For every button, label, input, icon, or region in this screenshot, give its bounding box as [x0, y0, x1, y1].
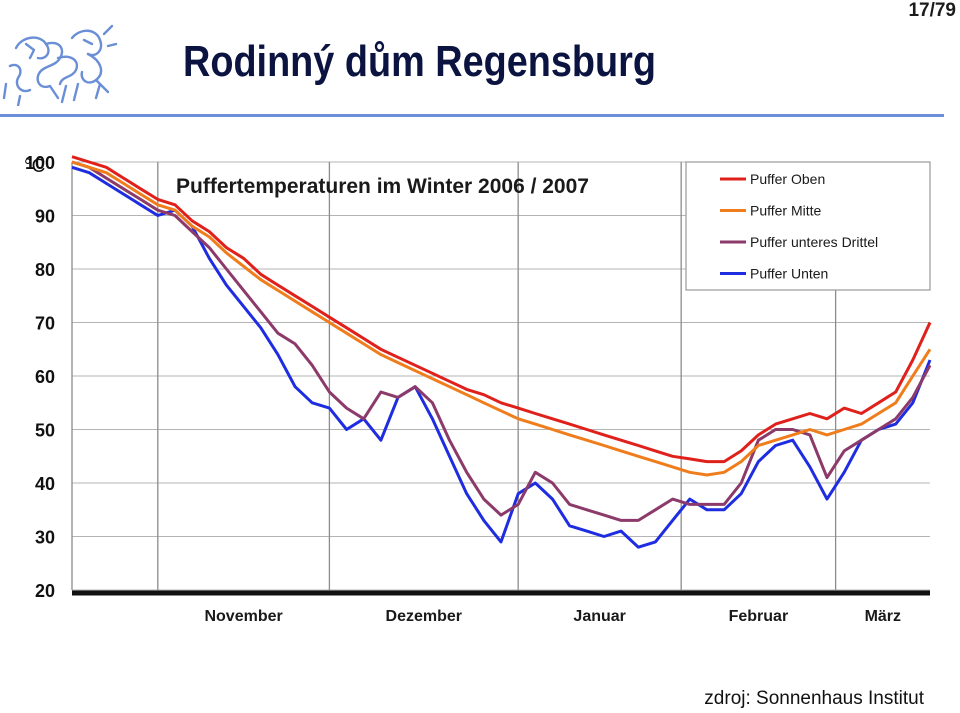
- series-line: [71, 160, 932, 477]
- y-tick-label: 20: [35, 581, 55, 601]
- legend-label: Puffer Unten: [750, 266, 828, 282]
- university-lion-logo-icon: [2, 24, 118, 106]
- y-tick-label: 50: [35, 421, 55, 441]
- legend: Puffer Oben Puffer Mitte Puffer unteres Dr…: [685, 161, 931, 291]
- slide-title: Rodinný dům Regensburg: [183, 37, 656, 86]
- x-tick-label: März: [865, 608, 901, 625]
- legend-label: Puffer Oben: [750, 171, 825, 187]
- y-tick-label: 80: [35, 260, 55, 280]
- y-tick-label: 70: [35, 314, 55, 334]
- legend-label: Puffer Mitte: [750, 203, 822, 219]
- y-tick-label: 30: [35, 528, 55, 548]
- title-divider: [0, 114, 944, 117]
- series-line: [71, 160, 932, 522]
- buffer-temperature-chart: Puffertemperaturen im Winter 2006 / 2007…: [24, 153, 932, 625]
- y-tick-label: 100: [25, 153, 55, 173]
- x-tick-label: November: [204, 608, 282, 625]
- y-tick-label: 60: [35, 367, 55, 387]
- x-tick-label: Januar: [573, 608, 625, 625]
- chart-title: Puffertemperaturen im Winter 2006 / 2007: [176, 175, 589, 198]
- x-tick-label: Februar: [729, 608, 789, 625]
- legend-box: [685, 161, 931, 291]
- series-line: [71, 165, 932, 549]
- y-tick-label: 90: [35, 207, 55, 227]
- page-counter: 17/79: [908, 0, 956, 21]
- legend-label: Puffer unteres Drittel: [750, 234, 878, 250]
- source-credit: zdroj: Sonnenhaus Institut: [704, 688, 924, 709]
- y-axis-label: °C: [24, 156, 45, 177]
- series-line: [71, 155, 932, 464]
- x-tick-label: Dezember: [386, 608, 462, 625]
- y-tick-label: 40: [35, 474, 55, 494]
